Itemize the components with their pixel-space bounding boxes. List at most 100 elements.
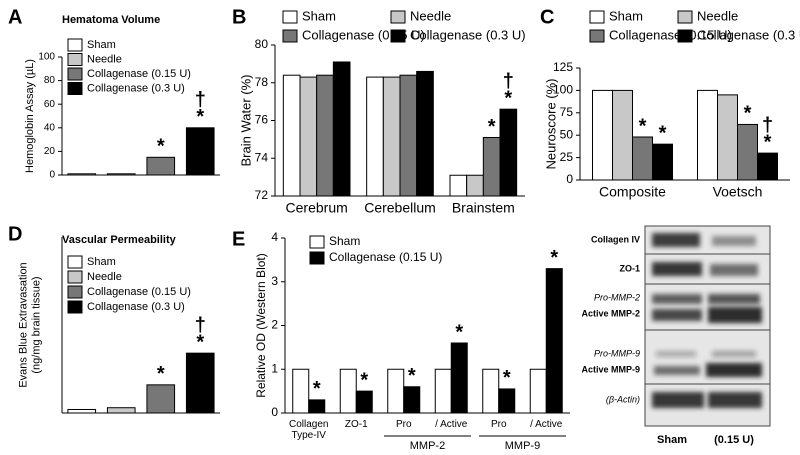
bar: [529, 368, 547, 414]
significance-marker: *: [360, 369, 368, 391]
blot-row-label: Collagen IV: [591, 234, 640, 244]
significance-marker: *: [157, 363, 165, 385]
bar: [382, 76, 401, 197]
significance-marker: *: [764, 131, 772, 153]
panel-letter: A: [8, 6, 22, 28]
legend-label: Collagenase (0.15 U): [609, 27, 732, 42]
legend-label: Collagenase (0.3 U): [410, 27, 526, 42]
x-tick-label: / Active: [435, 419, 468, 430]
bar: [355, 390, 373, 414]
legend-swatch: [390, 29, 406, 43]
y-tick-label: 4: [271, 230, 278, 244]
legend-swatch: [677, 29, 693, 43]
bar: [697, 89, 718, 181]
legend-label: Collagenase (0.15 U): [87, 286, 191, 298]
y-tick-label: 80: [44, 75, 56, 86]
legend-label: Sham: [609, 8, 643, 23]
bar: [185, 127, 215, 176]
legend-swatch: [390, 10, 406, 24]
y-tick-label: 80: [255, 37, 269, 51]
x-tick-label: Brainstem: [452, 200, 515, 216]
legend-label: Sham: [302, 8, 336, 23]
bar: [316, 74, 334, 197]
significance-marker: *: [488, 116, 496, 138]
bar: [339, 368, 357, 414]
bar: [482, 136, 501, 197]
significance-marker: †: [762, 114, 773, 136]
y-tick-label: 50: [560, 127, 574, 141]
y-tick-label: 78: [255, 75, 269, 89]
y-tick-label: 60: [44, 99, 56, 110]
bar: [737, 123, 758, 181]
legend-swatch: [67, 53, 83, 66]
y-tick-label: 100: [553, 83, 573, 97]
x-tick-label: Pro: [490, 419, 507, 430]
bar: [332, 61, 351, 197]
bar: [499, 108, 518, 197]
bar: [106, 407, 136, 414]
significance-marker: *: [455, 321, 463, 343]
y-axis-label: Neuroscore (%): [543, 78, 558, 169]
bar: [498, 388, 516, 414]
significance-marker: *: [504, 87, 512, 109]
blot-row-label: Pro-MMP-2: [594, 292, 640, 302]
bar: [652, 143, 673, 181]
bar: [299, 76, 318, 197]
legend-label: Collagenase (0.15 U): [87, 68, 191, 80]
bar: [434, 368, 452, 414]
bar: [399, 74, 418, 197]
y-axis-label: Relative OD (Western Blot): [254, 253, 268, 398]
significance-marker: *: [196, 106, 204, 128]
x-tick-label: Composite: [599, 184, 666, 200]
legend-swatch: [589, 10, 605, 24]
y-tick-label: 76: [255, 113, 269, 127]
y-axis-label: Evans Blue Extravasation: [17, 262, 29, 387]
legend-label: Collagenase (0.3 U): [697, 27, 800, 42]
bar: [592, 89, 613, 181]
blot-column-label: Sham: [657, 434, 687, 446]
significance-marker: *: [408, 365, 416, 387]
y-tick-label: 0: [271, 405, 278, 419]
y-axis-label: Brain Water (%): [238, 75, 253, 167]
x-tick-label: Voetsch: [713, 184, 763, 200]
y-tick-label: 40: [44, 122, 56, 133]
legend-label: Needle: [87, 53, 122, 65]
bar: [292, 368, 310, 414]
blot-row-label: Active MMP-9: [581, 364, 640, 374]
panel-title: Hematoma Volume: [62, 14, 160, 26]
blot-column-label: (0.15 U): [714, 434, 754, 446]
legend-label: Collagenase (0.3 U): [87, 82, 185, 94]
blot-image: [644, 225, 771, 427]
legend-swatch: [282, 10, 298, 24]
blot-row-label: Pro-MMP-9: [594, 348, 640, 358]
x-tick-label: / Active: [530, 419, 563, 430]
y-axis-label: (ng/mg brain tissue): [30, 276, 42, 373]
bar: [308, 399, 326, 414]
y-tick-label: 0: [49, 170, 55, 181]
panel-letter: E: [232, 228, 245, 250]
significance-marker: *: [550, 247, 558, 269]
significance-marker: †: [195, 89, 206, 111]
bar: [146, 384, 176, 414]
bar: [366, 76, 384, 197]
bar: [450, 342, 468, 414]
x-tick-label: Cerebellum: [364, 200, 436, 216]
blot-row-label: Active MMP-2: [581, 308, 640, 318]
legend-swatch: [309, 235, 325, 249]
legend-label: Sham: [87, 256, 116, 268]
bar: [146, 156, 176, 176]
legend-label: Collagenase (0.15 U): [302, 27, 425, 42]
legend-swatch: [309, 251, 325, 265]
bar: [416, 70, 434, 197]
legend-label: Sham: [87, 39, 116, 51]
significance-marker: *: [503, 367, 511, 389]
x-tick-label: Cerebrum: [286, 200, 348, 216]
x-tick-label: Collagen Type-IV: [289, 419, 329, 441]
group-label: MMP-9: [505, 440, 540, 452]
bar: [482, 368, 500, 414]
y-tick-label: 1: [271, 361, 278, 375]
blot-row-label: (β-Actin): [606, 394, 640, 404]
bar: [757, 152, 778, 181]
